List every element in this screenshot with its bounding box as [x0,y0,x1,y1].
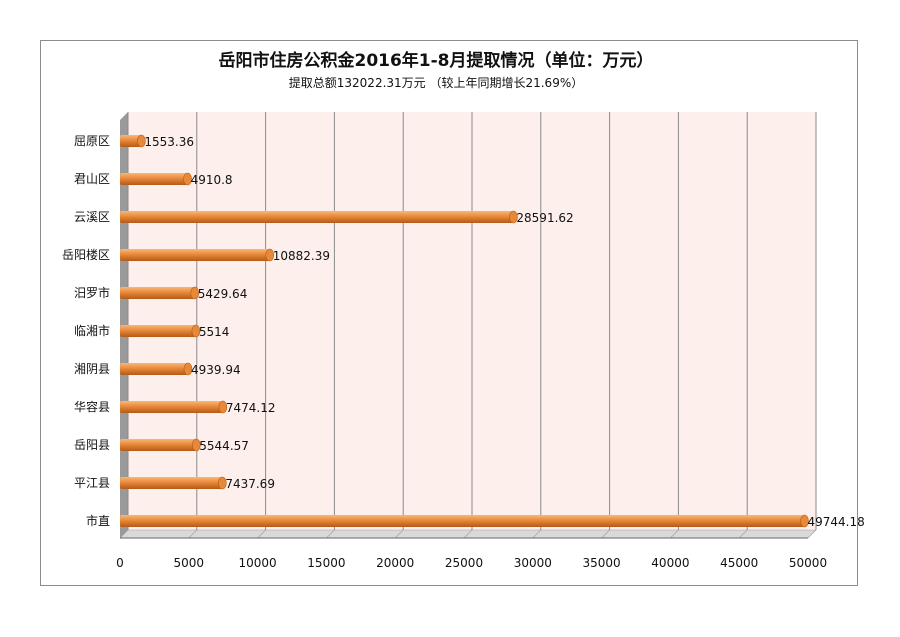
bar-end-cap [191,438,201,452]
bar [120,249,270,261]
category-label: 岳阳县 [74,438,110,452]
x-tick-label: 0 [116,556,124,570]
bar [120,173,188,185]
bar-end-cap [218,476,227,490]
floor-gridline [738,529,748,539]
bar [120,477,223,489]
bar-end-cap [218,400,228,414]
data-label: 1553.36 [144,135,194,149]
x-tick-labels: 0 5000 10000 15000 20000 25000 30000 35000 40000… [116,556,827,570]
bar-end-cap [137,134,146,148]
category-label: 临湘市 [74,323,110,338]
bar [120,135,142,147]
data-label: 28591.62 [516,211,573,225]
category-label: 市直 [86,513,110,528]
x-tick-label: 5000 [174,556,205,570]
data-label: 49744.18 [807,515,864,529]
bar-end-cap [183,172,192,186]
x-tick-label: 20000 [376,556,414,570]
bar-end-cap [509,210,518,224]
data-label: 7474.12 [226,401,276,415]
bar [120,439,197,451]
category-label: 华容县 [74,399,110,414]
floor-gridline [463,529,473,539]
data-label: 5429.64 [198,287,248,301]
bar-end-cap [183,362,193,376]
floor-gridline [807,529,817,539]
floor-gridline [257,529,266,539]
category-label: 平江县 [74,476,110,490]
x-tick-label: 15000 [307,556,345,570]
data-label: 5544.57 [199,439,249,453]
floor-gridline [119,529,129,539]
bar-end-cap [800,514,809,528]
floor-gridline [188,529,198,539]
bar [120,287,195,299]
x-tick-label: 25000 [445,556,483,570]
data-label: 5514 [199,325,230,339]
bar [120,401,223,413]
x-tick-label: 40000 [651,556,689,570]
category-label: 汨罗市 [74,285,110,300]
chart-subtitle: 提取总额132022.31万元 （较上年同期增长21.69%） [289,75,583,90]
floor-gridline [326,529,335,539]
chart-title: 岳阳市住房公积金2016年1-8月提取情况（单位：万元） [218,50,653,71]
category-label: 云溪区 [74,210,110,224]
data-label: 7437.69 [225,477,275,491]
x-tick-label: 50000 [789,556,827,570]
bar-end-cap [191,324,201,338]
floor-gridline [601,529,610,539]
x-tick-label: 30000 [514,556,552,570]
category-label: 湘阴县 [74,361,110,376]
data-labels: 1553.36 4910.8 28591.62 10882.39 5429.64 5514… [144,135,864,529]
data-label: 4910.8 [191,173,233,187]
bar [120,325,196,337]
x-tick-label: 10000 [239,556,277,570]
data-label: 10882.39 [273,249,330,263]
bar [120,363,188,375]
category-label: 屈原区 [74,134,110,148]
floor-gridline [670,529,679,539]
bar [120,211,514,223]
x-tick-label: 35000 [583,556,621,570]
x-tick-label: 45000 [720,556,758,570]
gridlines [119,112,817,539]
floor-gridline [532,529,542,539]
bar-end-cap [265,248,275,262]
floor-gridline [394,529,404,539]
data-label: 4939.94 [191,363,241,377]
bar [120,515,805,527]
bars [120,134,809,528]
bar-end-cap [190,286,200,300]
category-label: 岳阳楼区 [62,247,110,262]
category-label: 君山区 [74,172,110,186]
